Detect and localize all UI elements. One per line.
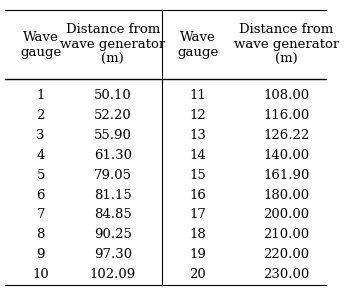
Text: 5: 5 xyxy=(37,168,45,182)
Text: 7: 7 xyxy=(37,208,45,221)
Text: 2: 2 xyxy=(37,109,45,122)
Text: 50.10: 50.10 xyxy=(94,89,132,102)
Text: 140.00: 140.00 xyxy=(263,149,309,161)
Text: 17: 17 xyxy=(190,208,206,221)
Text: 18: 18 xyxy=(190,228,206,241)
Text: Wave
gauge: Wave gauge xyxy=(177,31,219,59)
Text: 14: 14 xyxy=(190,149,206,161)
Text: 220.00: 220.00 xyxy=(263,248,309,261)
Text: 1: 1 xyxy=(37,89,45,102)
Text: 102.09: 102.09 xyxy=(90,268,136,281)
Text: 8: 8 xyxy=(37,228,45,241)
Text: Distance from
wave generator
(m): Distance from wave generator (m) xyxy=(234,23,339,66)
Text: 9: 9 xyxy=(37,248,45,261)
Text: 20: 20 xyxy=(190,268,206,281)
Text: 97.30: 97.30 xyxy=(94,248,132,261)
Text: 126.22: 126.22 xyxy=(263,129,310,142)
Text: 4: 4 xyxy=(37,149,45,161)
Text: 6: 6 xyxy=(37,189,45,201)
Text: Wave
gauge: Wave gauge xyxy=(20,31,61,59)
Text: 79.05: 79.05 xyxy=(94,168,132,182)
Text: 11: 11 xyxy=(190,89,206,102)
Text: 90.25: 90.25 xyxy=(94,228,132,241)
Text: 52.20: 52.20 xyxy=(94,109,132,122)
Text: 61.30: 61.30 xyxy=(94,149,132,161)
Text: 84.85: 84.85 xyxy=(94,208,132,221)
Text: 116.00: 116.00 xyxy=(263,109,310,122)
Text: 200.00: 200.00 xyxy=(263,208,309,221)
Text: 16: 16 xyxy=(190,189,206,201)
Text: 55.90: 55.90 xyxy=(94,129,132,142)
Text: 10: 10 xyxy=(32,268,49,281)
Text: 15: 15 xyxy=(190,168,206,182)
Text: Distance from
wave generator
(m): Distance from wave generator (m) xyxy=(60,23,165,66)
Text: 108.00: 108.00 xyxy=(263,89,309,102)
Text: 19: 19 xyxy=(190,248,206,261)
Text: 161.90: 161.90 xyxy=(263,168,310,182)
Text: 3: 3 xyxy=(37,129,45,142)
Text: 12: 12 xyxy=(190,109,206,122)
Text: 81.15: 81.15 xyxy=(94,189,132,201)
Text: 180.00: 180.00 xyxy=(263,189,309,201)
Text: 13: 13 xyxy=(190,129,206,142)
Text: 210.00: 210.00 xyxy=(263,228,309,241)
Text: 230.00: 230.00 xyxy=(263,268,310,281)
